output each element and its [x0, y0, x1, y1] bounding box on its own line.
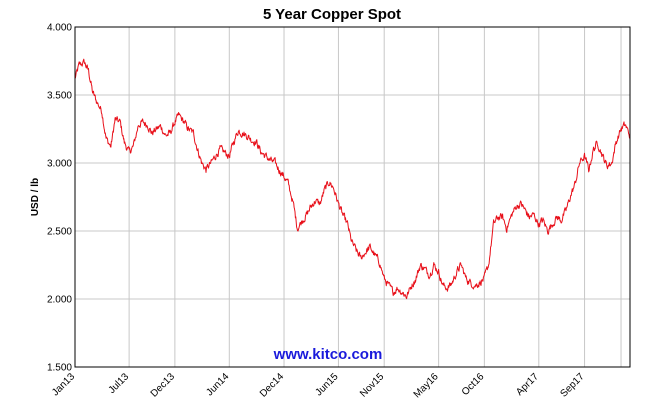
- x-tick-label: May16: [412, 371, 441, 400]
- x-tick-label: Dec13: [149, 371, 178, 400]
- y-tick-label: 4.000: [47, 23, 72, 34]
- series-layer: [74, 58, 631, 300]
- y-tick-label: 3.000: [47, 159, 72, 170]
- x-tick-label: Jun14: [204, 371, 231, 398]
- plot-border: [74, 26, 631, 368]
- watermark-label: www.kitco.com: [273, 346, 383, 363]
- x-tick-label: Jun15: [314, 371, 341, 398]
- x-tick-label: Apr17: [514, 371, 541, 398]
- y-tick-label: 3.500: [47, 91, 72, 102]
- y-tick-label: 2.500: [47, 227, 72, 238]
- y-tick-label: 2.000: [47, 295, 72, 306]
- plot-background: [75, 27, 630, 367]
- x-tick-label: Jan13: [50, 371, 77, 398]
- x-tick-label: Dec14: [258, 371, 287, 400]
- x-tick-label: Sep17: [558, 371, 587, 400]
- chart-title: 5 Year Copper Spot: [263, 6, 401, 23]
- y-axis-label: USD / lb: [30, 178, 41, 216]
- copper-price-line: [74, 58, 631, 300]
- x-tick-label: Nov15: [358, 371, 387, 400]
- y-tick-label: 1.500: [47, 363, 72, 374]
- x-tick-label: Jul13: [107, 371, 132, 396]
- x-tick-label: Oct16: [460, 371, 487, 398]
